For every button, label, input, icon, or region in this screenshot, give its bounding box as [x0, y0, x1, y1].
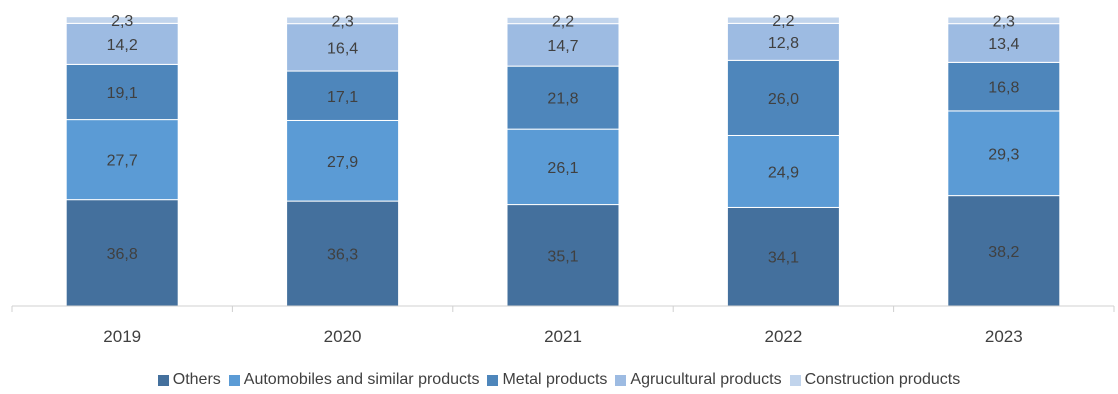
- legend-item: Metal products: [487, 371, 607, 389]
- data-label: 2,3: [993, 13, 1015, 30]
- legend-item: Construction products: [789, 371, 961, 389]
- legend-item: Others: [157, 371, 221, 389]
- stacked-bar-chart: 36,8 27,7 19,1 14,2 2,3 36,3 27,9 17,1 16,4 2,3 35…: [11, 13, 1115, 346]
- bar-segment-others-2019: [65, 199, 179, 307]
- data-label: 24,9: [768, 164, 799, 181]
- legend-label: Metal products: [502, 371, 608, 388]
- bar-segment-construction-products-2020: [286, 16, 400, 25]
- data-label: 2,2: [772, 13, 794, 30]
- bar-segment-others-2023: [947, 195, 1061, 307]
- data-label: 12,8: [768, 35, 799, 52]
- data-label: 16,4: [327, 40, 358, 57]
- chart-legend: Others Automobiles and similar products Me…: [0, 371, 1118, 389]
- legend-item: Automobiles and similar products: [228, 371, 480, 389]
- bar-segment-agrucultural-products-2023: [947, 23, 1061, 63]
- data-label: 14,2: [107, 37, 138, 54]
- data-label: 36,8: [107, 246, 138, 263]
- data-label: 13,4: [988, 36, 1019, 53]
- legend-label: Others: [172, 371, 221, 388]
- data-label: 38,2: [988, 244, 1019, 261]
- bar-segment-metal-products-2022: [726, 59, 840, 136]
- bar-segment-automobiles-and-similar-products-2019: [65, 119, 179, 201]
- data-label: 2,3: [111, 13, 133, 30]
- x-tick-label: 2023: [985, 327, 1023, 346]
- bar-segment-automobiles-and-similar-products-2021: [506, 128, 620, 206]
- bar-segment-automobiles-and-similar-products-2020: [286, 119, 400, 202]
- data-label: 27,7: [107, 153, 138, 170]
- data-label: 35,1: [547, 248, 578, 265]
- data-label: 19,1: [107, 85, 138, 102]
- bar-segment-construction-products-2023: [947, 16, 1061, 25]
- bar-segment-others-2021: [506, 204, 620, 307]
- bar-segment-metal-products-2020: [286, 70, 400, 121]
- bar-segment-others-2022: [726, 206, 840, 307]
- data-label: 26,1: [547, 160, 578, 177]
- legend-swatch: [789, 374, 801, 386]
- data-label: 16,8: [988, 80, 1019, 97]
- legend-label: Automobiles and similar products: [243, 371, 480, 388]
- legend-label: Construction products: [804, 371, 961, 388]
- bar-segment-automobiles-and-similar-products-2022: [726, 134, 840, 208]
- bar-segment-agrucultural-products-2020: [286, 23, 400, 72]
- x-tick-label: 2019: [103, 327, 141, 346]
- bar-segment-construction-products-2021: [506, 16, 620, 25]
- x-tick-label: 2021: [544, 327, 582, 346]
- data-label: 2,3: [331, 13, 353, 30]
- bar-segment-agrucultural-products-2021: [506, 23, 620, 67]
- legend-swatch: [157, 374, 169, 386]
- data-label: 27,9: [327, 154, 358, 171]
- data-label: 21,8: [547, 91, 578, 108]
- bar-segment-agrucultural-products-2022: [726, 22, 840, 61]
- bar-segment-construction-products-2019: [65, 16, 179, 24]
- legend-swatch: [487, 374, 499, 386]
- legend-swatch: [228, 374, 240, 386]
- bar-segment-metal-products-2023: [947, 61, 1061, 112]
- data-label: 34,1: [768, 250, 799, 267]
- legend-swatch: [615, 374, 627, 386]
- data-label: 14,7: [547, 38, 578, 55]
- x-tick-label: 2020: [324, 327, 362, 346]
- bar-segment-automobiles-and-similar-products-2023: [947, 110, 1061, 197]
- bar-segment-construction-products-2022: [726, 16, 840, 24]
- data-label: 26,0: [768, 91, 799, 108]
- bar-segment-agrucultural-products-2019: [65, 22, 179, 65]
- legend-item: Agrucultural products: [615, 371, 782, 389]
- legend-label: Agrucultural products: [630, 371, 782, 388]
- data-label: 29,3: [988, 146, 1019, 163]
- data-label: 36,3: [327, 247, 358, 264]
- data-label: 17,1: [327, 89, 358, 106]
- data-label: 2,2: [552, 13, 574, 30]
- x-tick-label: 2022: [764, 327, 802, 346]
